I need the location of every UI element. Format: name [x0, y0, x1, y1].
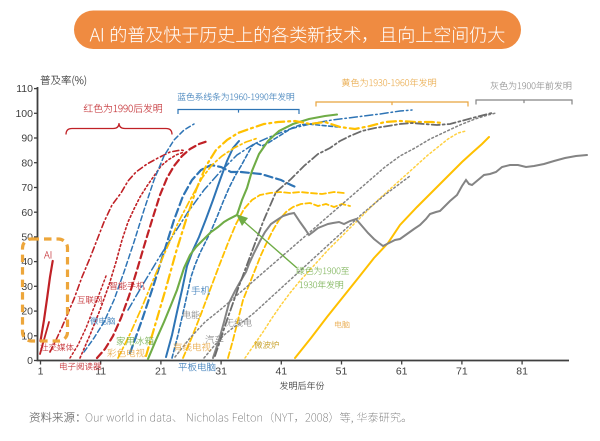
- svg-text:60: 60: [21, 207, 33, 219]
- svg-text:71: 71: [456, 366, 468, 378]
- svg-text:61: 61: [396, 366, 408, 378]
- svg-text:81: 81: [516, 366, 528, 378]
- svg-text:21: 21: [155, 366, 167, 378]
- svg-text:41: 41: [275, 366, 287, 378]
- svg-text:110: 110: [16, 83, 33, 95]
- svg-text:20: 20: [21, 306, 33, 318]
- svg-text:10: 10: [21, 330, 33, 342]
- svg-text:40: 40: [21, 256, 33, 268]
- svg-text:100: 100: [15, 108, 33, 120]
- svg-text:30: 30: [21, 281, 33, 293]
- svg-text:80: 80: [21, 157, 33, 169]
- svg-text:51: 51: [336, 366, 348, 378]
- svg-text:70: 70: [21, 182, 33, 194]
- svg-text:31: 31: [215, 366, 227, 378]
- svg-text:11: 11: [95, 366, 106, 378]
- svg-text:0: 0: [27, 355, 33, 367]
- svg-text:90: 90: [21, 133, 33, 145]
- svg-text:50: 50: [21, 232, 33, 244]
- svg-text:1: 1: [38, 366, 44, 378]
